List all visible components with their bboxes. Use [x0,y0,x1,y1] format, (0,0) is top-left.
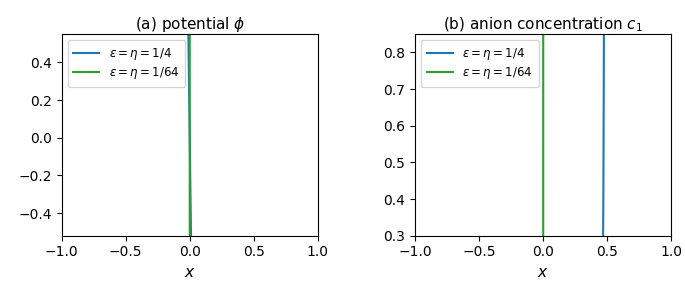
Line: $\varepsilon = \eta = 1/4$: $\varepsilon = \eta = 1/4$ [415,0,671,284]
Line: $\varepsilon = \eta = 1/64$: $\varepsilon = \eta = 1/64$ [415,0,671,284]
Legend: $\varepsilon = \eta = 1/4$, $\varepsilon = \eta = 1/64$: $\varepsilon = \eta = 1/4$, $\varepsilon… [421,40,538,87]
Title: (a) potential $\phi$: (a) potential $\phi$ [134,15,245,34]
Line: $\varepsilon = \eta = 1/64$: $\varepsilon = \eta = 1/64$ [62,0,318,284]
Title: (b) anion concentration $c_1$: (b) anion concentration $c_1$ [443,16,643,34]
X-axis label: $x$: $x$ [184,265,195,280]
Legend: $\varepsilon = \eta = 1/4$, $\varepsilon = \eta = 1/64$: $\varepsilon = \eta = 1/4$, $\varepsilon… [68,40,185,87]
Line: $\varepsilon = \eta = 1/4$: $\varepsilon = \eta = 1/4$ [62,0,318,284]
X-axis label: $x$: $x$ [538,265,549,280]
